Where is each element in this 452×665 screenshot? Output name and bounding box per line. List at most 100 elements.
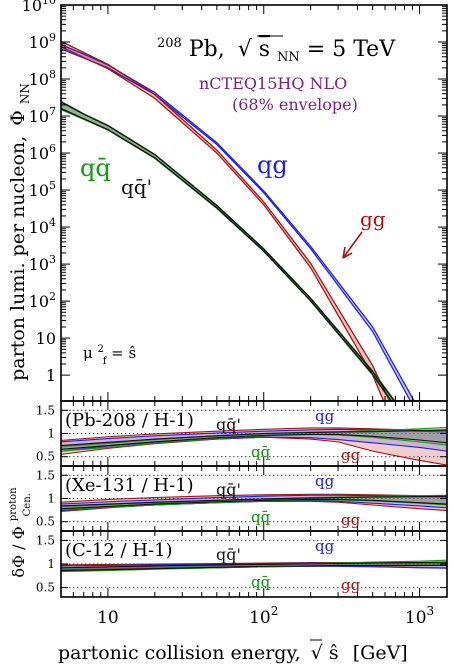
ratio-band-lo-0 (61, 436, 447, 466)
ratio-panel-label: (Xe-131 / H-1) (65, 475, 194, 496)
title-mass-number: 208 (157, 36, 182, 51)
ratio-band-1 (61, 495, 447, 511)
ratio-axis-sup: proton (8, 487, 19, 521)
scale-sub: f (103, 356, 108, 367)
ratio-series-label: gg (341, 511, 361, 529)
label-qqbar: qq̄ (80, 154, 111, 182)
ratio-band-2 (61, 427, 447, 452)
x-axis-sqrt: √ (311, 642, 324, 664)
main-series-group (61, 40, 415, 401)
main-ytick-label: 1 (46, 366, 56, 385)
series-line-hi-0 (61, 44, 415, 401)
ratio-band-0 (61, 494, 447, 512)
title-s: s (259, 37, 270, 62)
main-ytick-label: 107 (29, 105, 56, 126)
series-line-hi-3 (61, 101, 395, 401)
bottom-x-axis: 10 102 103 (97, 604, 434, 628)
ratio-ytick-label: 0.5 (36, 581, 55, 595)
ratio-panel-c: (C-12 / H-1) qq̄' qg qq̄ gg 0.5 1 1.5 (36, 530, 448, 598)
x-axis-shat: ŝ (329, 642, 339, 664)
ratio-band-hi-3 (61, 495, 447, 507)
label-gg: gg (360, 207, 386, 231)
ratio-band-hi-3 (61, 429, 447, 447)
ratio-ytick-label: 1.5 (36, 533, 55, 547)
chart-subtitle-line2: (68% envelope) (232, 95, 358, 114)
series-line-lo-3 (61, 107, 393, 401)
ratio-panel-frame (60, 530, 448, 598)
main-ytick-label: 103 (29, 253, 56, 274)
x-axis-label: partonic collision energy, (58, 642, 301, 664)
ratio-band-hi-0 (61, 493, 447, 503)
ratio-ytick-label: 1 (47, 427, 55, 441)
ratio-band-lo-3 (61, 564, 447, 572)
main-x-ticks (60, 5, 421, 401)
ratio-ytick-label: 1 (47, 557, 55, 571)
ratio-series-label: qg (315, 472, 335, 490)
ratio-band-lo-3 (61, 433, 447, 450)
main-ytick-label: 102 (29, 290, 56, 311)
ratio-series-label: qq̄' (216, 545, 241, 564)
svg-text:parton lumi. per nucleon,: parton lumi. per nucleon, Φ NN (7, 83, 32, 381)
ratio-panel-label: (C-12 / H-1) (65, 540, 173, 561)
gg-arrow (342, 231, 363, 259)
main-panel: 1 10 102 103 104 105 106 107 108 109 1010 208 Pb, … (7, 0, 448, 402)
ratio-series-label: gg (341, 576, 361, 594)
ratio-bands (61, 474, 447, 523)
ratio-series-label: qq̄' (216, 415, 241, 434)
ratio-panel-label: (Pb-208 / H-1) (65, 410, 194, 431)
series-line-lo-1 (61, 46, 385, 401)
ratio-ytick-label: 0.5 (36, 450, 55, 464)
ratio-band-hi-1 (61, 428, 447, 443)
x-axis-unit: [GeV] (353, 642, 408, 664)
label-qg: qg (257, 151, 288, 179)
ratio-panel-xe: (Xe-131 / H-1) qq̄' qg qq̄ gg 0.5 1 1.5 (36, 465, 448, 532)
ratio-bands (61, 409, 447, 466)
gg-arrow-head (342, 246, 353, 259)
x-tick-label: 10 (97, 608, 119, 628)
scale-mu: μ (83, 344, 93, 362)
svg-text:δΦ / Φ proton Cen.: δΦ / Φ proton Cen. (1, 482, 33, 577)
title-sqrt: √ (238, 37, 253, 62)
ratio-ytick-label: 1.5 (36, 468, 55, 482)
y-axis-phi: Φ (7, 110, 29, 126)
chart-title: 208 Pb, √ s NN = 5 TeV (157, 28, 396, 67)
ratio-band-lo-3 (61, 498, 447, 510)
x-tick-label: 103 (405, 604, 434, 628)
ratio-band-0 (61, 427, 447, 466)
main-ytick-label: 106 (29, 142, 56, 163)
ratio-series-label: qq̄' (216, 480, 241, 499)
ratio-series-label: gg (341, 446, 361, 464)
ratio-bands (61, 540, 447, 588)
ratio-ytick-label: 1 (47, 492, 55, 506)
scale-eq: = (111, 344, 128, 362)
y-axis-label: parton lumi. per nucleon, (7, 136, 29, 381)
ratio-series-label: qq̄ (251, 443, 271, 461)
chart-subtitle-line1: nCTEQ15HQ NLO (199, 74, 347, 93)
ratio-band-2 (61, 495, 447, 510)
main-plot-frame (60, 4, 448, 402)
scale-shat: ŝ (129, 344, 137, 362)
ratio-band-hi-3 (61, 561, 447, 569)
main-ytick-label: 109 (29, 31, 56, 52)
series-line-hi-1 (61, 40, 391, 401)
ratio-panel-pb: (Pb-208 / H-1) qq̄' qg qq̄ gg 0.5 1 1.5 (36, 400, 448, 467)
x-tick-label: 102 (249, 604, 278, 628)
y-axis-phi-sub: NN (18, 83, 32, 104)
ratio-y-axis-title: δΦ / Φ proton Cen. (1, 482, 33, 578)
main-ytick-label: 105 (29, 179, 56, 200)
main-ytick-label: 1010 (22, 0, 56, 15)
label-qqbar-prime: qq̄' (121, 175, 152, 199)
main-ytick-label: 104 (29, 216, 56, 237)
title-value: = 5 TeV (307, 37, 396, 62)
ratio-series-label: qq̄ (251, 508, 271, 526)
scale-sup: 2 (98, 344, 104, 355)
ratio-series-label: qq̄ (251, 573, 271, 591)
ratio-axis-delta: δΦ / Φ (9, 526, 28, 577)
title-sub: NN (277, 50, 300, 65)
scale-note: μ 2 f = ŝ (83, 338, 136, 368)
main-ytick-label: 108 (29, 68, 56, 89)
x-axis-title: partonic collision energy, √ ŝ [GeV] (58, 642, 408, 664)
ratio-ytick-label: 0.5 (36, 515, 55, 529)
ratio-series-label: qg (315, 537, 335, 555)
